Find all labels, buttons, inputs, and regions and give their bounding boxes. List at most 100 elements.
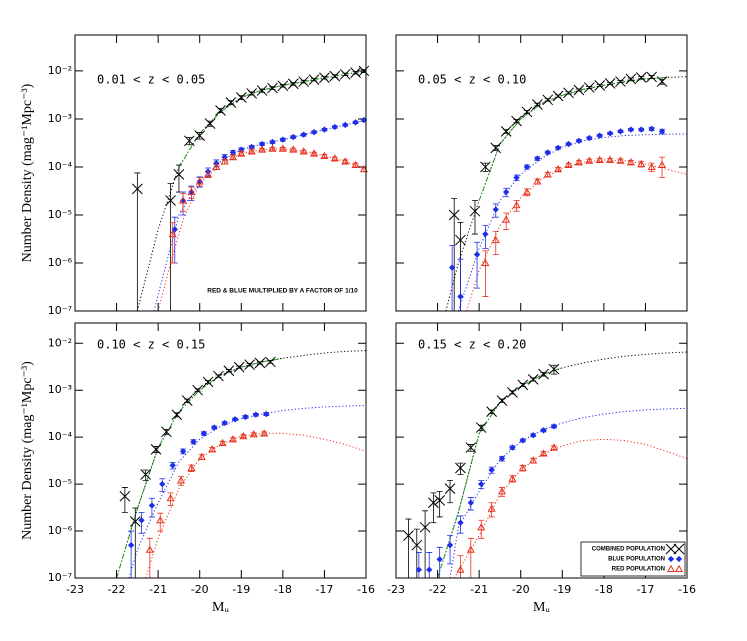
- marker-x: [531, 99, 543, 110]
- marker-diamond: [242, 413, 249, 421]
- marker-x: [548, 363, 560, 375]
- fit-curve: [478, 76, 667, 201]
- x-tick-label: -16: [678, 583, 696, 596]
- marker-diamond: [473, 251, 481, 258]
- marker-x: [542, 94, 554, 106]
- plot-frame: [74, 34, 367, 312]
- marker-diamond: [159, 480, 166, 488]
- error-bar: [128, 530, 135, 578]
- marker-diamond: [263, 410, 270, 418]
- marker-triangle: [549, 443, 559, 451]
- marker-triangle: [195, 177, 204, 185]
- marker-triangle: [220, 157, 229, 165]
- marker-x: [428, 497, 439, 509]
- marker-diamond: [279, 136, 287, 143]
- marker-diamond: [179, 448, 187, 455]
- marker-diamond: [565, 140, 572, 148]
- legend-label: COMBINED POPULATION: [592, 547, 665, 553]
- marker-x: [181, 395, 193, 406]
- marker-triangle: [320, 151, 329, 159]
- plot-frame: [395, 34, 688, 312]
- x-tick-label: -21: [149, 583, 167, 596]
- marker-x: [223, 365, 235, 377]
- marker-x: [287, 78, 299, 90]
- legend-box: [580, 541, 686, 577]
- marker-triangle: [268, 144, 277, 152]
- marker-diamond: [252, 411, 260, 418]
- x-tick-label: -20: [191, 583, 209, 596]
- x-tick-label: -18: [274, 583, 292, 596]
- marker-triangle: [218, 438, 227, 447]
- marker-diamond: [523, 163, 531, 171]
- marker-triangle: [299, 147, 308, 155]
- marker-diamond: [586, 134, 593, 142]
- marker-triangle: [481, 258, 490, 267]
- marker-diamond: [530, 432, 537, 439]
- marker-diamond: [321, 126, 328, 133]
- marker-x: [475, 422, 487, 433]
- marker-x: [319, 72, 330, 84]
- marker-diamond: [457, 519, 464, 526]
- marker-x: [635, 72, 647, 83]
- legend-label: RED POPULATION: [612, 567, 665, 573]
- marker-x: [233, 361, 245, 373]
- x-tick-label: -18: [595, 583, 613, 596]
- marker-triangle: [585, 156, 594, 164]
- marker-diamond: [540, 427, 547, 434]
- marker-x: [469, 205, 481, 217]
- marker-diamond: [498, 455, 506, 462]
- error-bar: [405, 518, 412, 578]
- fit-curve: [116, 357, 283, 578]
- fit-curve: [178, 70, 366, 168]
- marker-diamond: [148, 502, 156, 509]
- y-axis-label: Number Density (mag⁻¹Mpc⁻³): [20, 361, 35, 540]
- x-tick-label: -19: [553, 583, 571, 596]
- error-bar: [467, 537, 474, 578]
- marker-triangle: [208, 445, 217, 453]
- panel-title: 0.15 < z < 0.20: [418, 338, 526, 352]
- fit-curve: [157, 148, 366, 311]
- marker-x: [140, 469, 152, 480]
- marker-triangle: [533, 177, 542, 185]
- marker-diamond: [426, 566, 433, 573]
- panel-title: 0.01 < z < 0.05: [97, 73, 205, 87]
- legend-label: BLUE POPULATION: [608, 557, 665, 563]
- error-bar: [451, 198, 458, 311]
- marker-x: [538, 368, 549, 380]
- marker-x: [329, 70, 341, 82]
- y-tick-label: 10⁻⁵: [48, 477, 72, 490]
- marker-diamond: [446, 542, 454, 549]
- marker-diamond: [534, 155, 541, 162]
- x-tick-label: -19: [232, 583, 250, 596]
- x-tick-label: -20: [512, 583, 530, 596]
- marker-triangle: [187, 463, 196, 472]
- error-bar: [219, 440, 226, 446]
- marker-diamond: [248, 143, 255, 151]
- marker-diamond: [519, 437, 526, 444]
- y-tick-label: 10⁻⁷: [48, 571, 72, 584]
- marker-triangle: [658, 160, 667, 169]
- legend-marker: [667, 555, 675, 563]
- x-tick-label: -22: [108, 583, 126, 596]
- marker-x: [583, 82, 595, 93]
- marker-triangle: [574, 158, 583, 166]
- marker-diamond: [352, 119, 359, 126]
- error-bar: [482, 250, 489, 297]
- legend-marker: [665, 543, 677, 555]
- panel: 10⁻⁷ 10⁻⁶ 10⁻⁵ 10⁻⁴ 10⁻³ 10⁻² 0.01 < z < 0.05 R…: [20, 34, 370, 317]
- marker-diamond: [436, 556, 443, 563]
- marker-x: [625, 73, 637, 85]
- legend-marker: [666, 564, 676, 573]
- marker-diamond: [457, 293, 464, 300]
- marker-diamond: [300, 131, 307, 138]
- panel: -23 -22 -21 -20 -19 -18 -17 -16 10⁻⁷ 10⁻⁶ 10⁻⁵ 10⁻⁴…: [20, 322, 375, 615]
- marker-diamond: [658, 128, 666, 135]
- marker-triangle: [228, 435, 238, 443]
- marker-diamond: [544, 149, 551, 156]
- marker-diamond: [342, 121, 349, 129]
- error-bar: [342, 159, 349, 164]
- panel: -23 -22 -21 -20 -19 -18 -17 -16 0.15 < z < 0.20 M…: [387, 322, 696, 615]
- marker-triangle: [166, 494, 175, 502]
- y-tick-label: 10⁻³: [48, 112, 72, 125]
